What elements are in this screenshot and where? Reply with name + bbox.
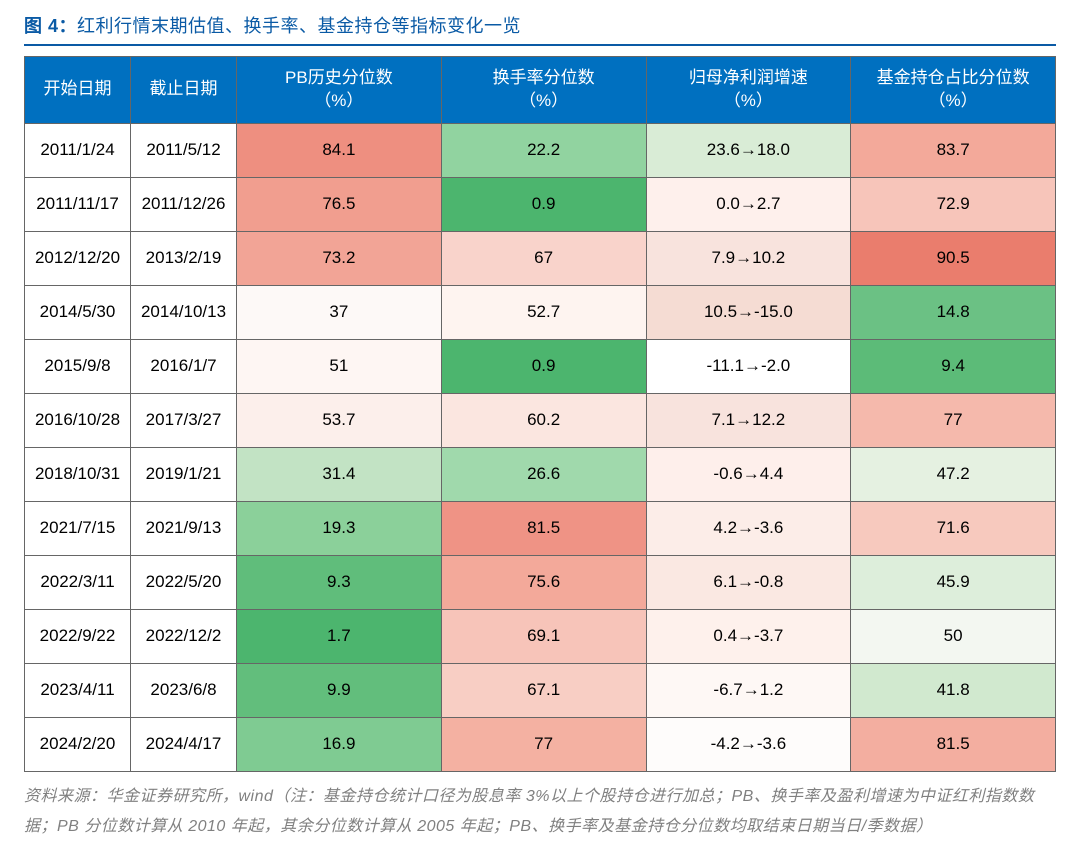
cell: 2023/4/11 [25, 663, 131, 717]
table-row: 2016/10/282017/3/2753.760.27.1→12.277 [25, 393, 1056, 447]
cell: 0.4→-3.7 [646, 609, 851, 663]
cell: 2022/5/20 [131, 555, 237, 609]
table-row: 2022/3/112022/5/209.375.66.1→-0.845.9 [25, 555, 1056, 609]
cell: 2011/1/24 [25, 123, 131, 177]
cell: 23.6→18.0 [646, 123, 851, 177]
figure-label: 图 4： [24, 16, 77, 36]
cell: 73.2 [237, 231, 442, 285]
cell: 71.6 [851, 501, 1056, 555]
cell: 6.1→-0.8 [646, 555, 851, 609]
cell: 2023/6/8 [131, 663, 237, 717]
cell: 77 [851, 393, 1056, 447]
cell: 2014/10/13 [131, 285, 237, 339]
cell: 10.5→-15.0 [646, 285, 851, 339]
col-start: 开始日期 [25, 57, 131, 124]
cell: 83.7 [851, 123, 1056, 177]
col-end: 截止日期 [131, 57, 237, 124]
cell: 76.5 [237, 177, 442, 231]
cell: 81.5 [441, 501, 646, 555]
cell: 0.9 [441, 339, 646, 393]
cell: -11.1→-2.0 [646, 339, 851, 393]
col-fund: 基金持仓占比分位数（%） [851, 57, 1056, 124]
cell: 60.2 [441, 393, 646, 447]
cell: 77 [441, 717, 646, 771]
cell: 31.4 [237, 447, 442, 501]
table-row: 2023/4/112023/6/89.967.1-6.7→1.241.8 [25, 663, 1056, 717]
cell: 9.4 [851, 339, 1056, 393]
table-row: 2011/11/172011/12/2676.50.90.0→2.772.9 [25, 177, 1056, 231]
cell: 45.9 [851, 555, 1056, 609]
cell: 47.2 [851, 447, 1056, 501]
cell: 16.9 [237, 717, 442, 771]
cell: 2015/9/8 [25, 339, 131, 393]
figure-title: 图 4：红利行情末期估值、换手率、基金持仓等指标变化一览 [24, 12, 1056, 46]
cell: 0.0→2.7 [646, 177, 851, 231]
cell: 2022/3/11 [25, 555, 131, 609]
col-profit: 归母净利润增速（%） [646, 57, 851, 124]
cell: 52.7 [441, 285, 646, 339]
table-row: 2021/7/152021/9/1319.381.54.2→-3.671.6 [25, 501, 1056, 555]
cell: 2012/12/20 [25, 231, 131, 285]
cell: 14.8 [851, 285, 1056, 339]
table-body: 2011/1/242011/5/1284.122.223.6→18.083.72… [25, 123, 1056, 771]
cell: -0.6→4.4 [646, 447, 851, 501]
cell: 2013/2/19 [131, 231, 237, 285]
cell: 2011/5/12 [131, 123, 237, 177]
table-row: 2011/1/242011/5/1284.122.223.6→18.083.7 [25, 123, 1056, 177]
cell: 2021/7/15 [25, 501, 131, 555]
cell: 0.9 [441, 177, 646, 231]
cell: 37 [237, 285, 442, 339]
cell: 7.1→12.2 [646, 393, 851, 447]
cell: 22.2 [441, 123, 646, 177]
cell: 81.5 [851, 717, 1056, 771]
cell: 2024/4/17 [131, 717, 237, 771]
table-row: 2018/10/312019/1/2131.426.6-0.6→4.447.2 [25, 447, 1056, 501]
cell: 75.6 [441, 555, 646, 609]
table-row: 2014/5/302014/10/133752.710.5→-15.014.8 [25, 285, 1056, 339]
cell: 4.2→-3.6 [646, 501, 851, 555]
cell: 2011/12/26 [131, 177, 237, 231]
table-row: 2015/9/82016/1/7510.9-11.1→-2.09.4 [25, 339, 1056, 393]
cell: 2022/12/2 [131, 609, 237, 663]
col-pb: PB历史分位数（%） [237, 57, 442, 124]
cell: 53.7 [237, 393, 442, 447]
cell: 19.3 [237, 501, 442, 555]
cell: 2017/3/27 [131, 393, 237, 447]
cell: 72.9 [851, 177, 1056, 231]
indicators-table: 开始日期截止日期PB历史分位数（%）换手率分位数（%）归母净利润增速（%）基金持… [24, 56, 1056, 772]
cell: 2014/5/30 [25, 285, 131, 339]
table-row: 2024/2/202024/4/1716.977-4.2→-3.681.5 [25, 717, 1056, 771]
cell: 2016/1/7 [131, 339, 237, 393]
figure-title-text: 红利行情末期估值、换手率、基金持仓等指标变化一览 [77, 16, 521, 36]
cell: 90.5 [851, 231, 1056, 285]
cell: 2024/2/20 [25, 717, 131, 771]
cell: -6.7→1.2 [646, 663, 851, 717]
cell: 2022/9/22 [25, 609, 131, 663]
cell: 7.9→10.2 [646, 231, 851, 285]
cell: 9.3 [237, 555, 442, 609]
cell: 2018/10/31 [25, 447, 131, 501]
cell: 26.6 [441, 447, 646, 501]
cell: 69.1 [441, 609, 646, 663]
cell: 67.1 [441, 663, 646, 717]
cell: 9.9 [237, 663, 442, 717]
cell: 67 [441, 231, 646, 285]
cell: -4.2→-3.6 [646, 717, 851, 771]
table-row: 2012/12/202013/2/1973.2677.9→10.290.5 [25, 231, 1056, 285]
cell: 84.1 [237, 123, 442, 177]
table-row: 2022/9/222022/12/21.769.10.4→-3.750 [25, 609, 1056, 663]
col-turn: 换手率分位数（%） [441, 57, 646, 124]
cell: 1.7 [237, 609, 442, 663]
source-note: 资料来源：华金证券研究所，wind（注：基金持仓统计口径为股息率 3%以上个股持… [24, 782, 1056, 843]
cell: 2019/1/21 [131, 447, 237, 501]
cell: 2016/10/28 [25, 393, 131, 447]
cell: 51 [237, 339, 442, 393]
cell: 41.8 [851, 663, 1056, 717]
cell: 2021/9/13 [131, 501, 237, 555]
table-header-row: 开始日期截止日期PB历史分位数（%）换手率分位数（%）归母净利润增速（%）基金持… [25, 57, 1056, 124]
cell: 2011/11/17 [25, 177, 131, 231]
cell: 50 [851, 609, 1056, 663]
